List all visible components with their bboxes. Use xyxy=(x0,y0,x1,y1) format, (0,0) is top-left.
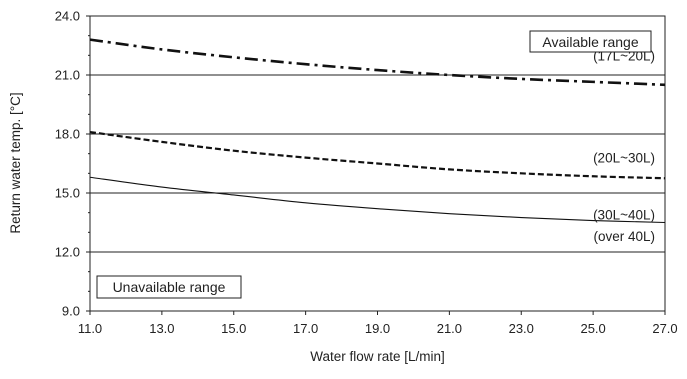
x-tick-label-4: 19.0 xyxy=(365,321,390,336)
range-label-1: (20L~30L) xyxy=(593,151,655,166)
y-axis-ticks: 9.0 12.0 15.0 18.0 21.0 24.0 xyxy=(55,9,90,319)
y-tick-label-2: 15.0 xyxy=(55,186,80,201)
x-axis-ticks: 11.0 13.0 15.0 17.0 19.0 21.0 23.0 25.0 27.0 xyxy=(78,311,678,336)
y-tick-label-5: 24.0 xyxy=(55,9,80,24)
x-tick-label-8: 27.0 xyxy=(652,321,677,336)
annotations: (17L~20L)(20L~30L)(30L~40L)(over 40L) xyxy=(593,48,655,244)
unavailable-range-label: Unavailable range xyxy=(113,279,226,295)
available-range-label: Available range xyxy=(542,34,638,50)
y-tick-label-3: 18.0 xyxy=(55,127,80,142)
y-axis-label: Return water temp. [°C] xyxy=(8,92,23,233)
y-tick-label-0: 9.0 xyxy=(62,304,80,319)
available-range-frame xyxy=(529,30,652,53)
series-line-2 xyxy=(89,176,666,224)
available-range-box: Available range xyxy=(529,30,652,53)
unavailable-range-box: Unavailable range xyxy=(96,275,242,299)
reference-lines xyxy=(90,74,665,253)
series-line-1 xyxy=(89,130,666,180)
series-line-0 xyxy=(89,38,666,87)
x-tick-label-5: 21.0 xyxy=(437,321,462,336)
unavailable-range-frame xyxy=(96,275,242,299)
x-tick-label-7: 25.0 xyxy=(580,321,605,336)
x-tick-label-0: 11.0 xyxy=(78,321,102,336)
x-tick-label-1: 13.0 xyxy=(149,321,174,336)
y-tick-label-4: 21.0 xyxy=(55,68,80,83)
series-lines xyxy=(89,38,666,224)
y-tick-label-1: 12.0 xyxy=(55,245,80,260)
range-label-3: (over 40L) xyxy=(593,229,655,244)
x-axis-label: Water flow rate [L/min] xyxy=(310,349,445,364)
x-tick-label-2: 15.0 xyxy=(221,321,246,336)
x-tick-label-3: 17.0 xyxy=(293,321,318,336)
x-tick-label-6: 23.0 xyxy=(509,321,534,336)
range-label-2: (30L~40L) xyxy=(593,208,655,223)
